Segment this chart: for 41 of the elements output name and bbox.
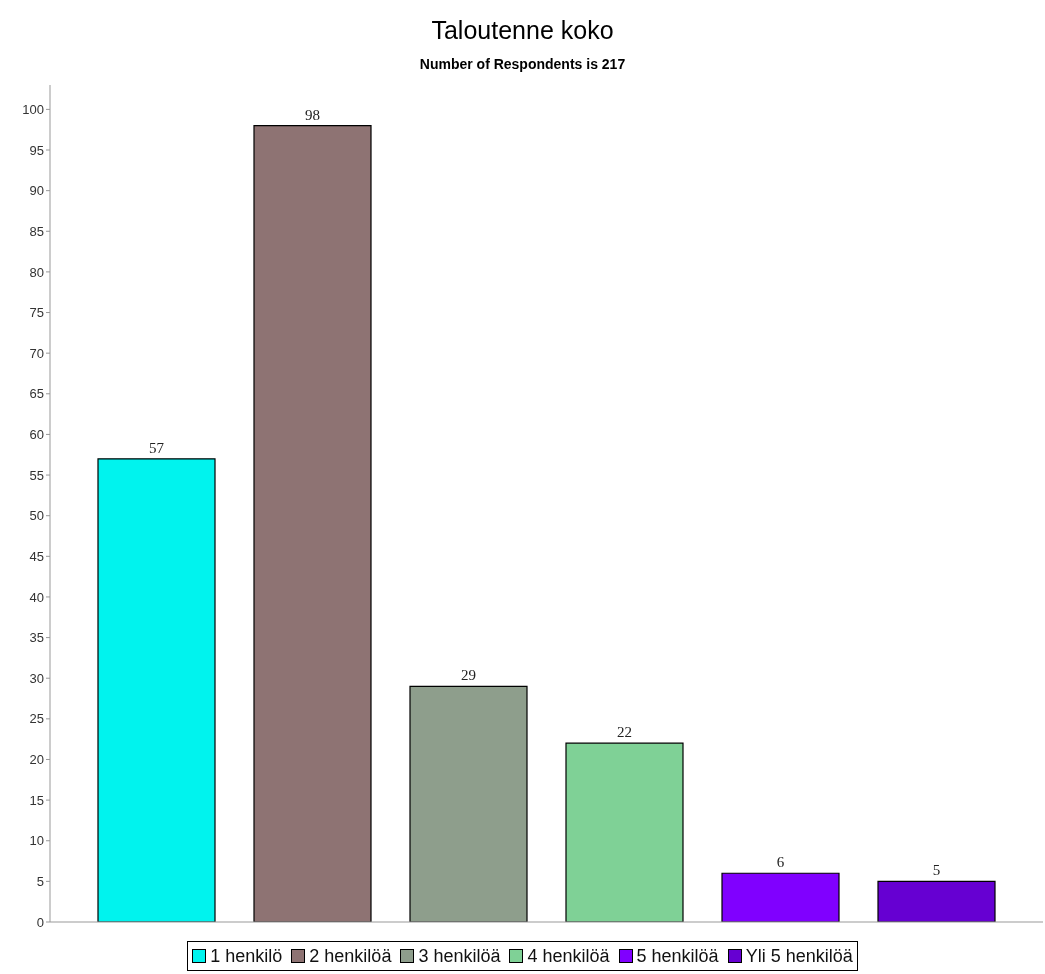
y-tick-label: 5 — [36, 873, 44, 889]
chart-title: Taloutenne koko — [430, 15, 615, 46]
y-tick-label: 10 — [29, 833, 44, 849]
data-label: 6 — [776, 854, 785, 871]
y-tick-label: 55 — [29, 467, 44, 483]
y-tick-label: 80 — [29, 264, 44, 280]
y-tick-label: 15 — [29, 792, 44, 808]
bar — [721, 872, 840, 922]
y-tick-label: 60 — [29, 427, 44, 443]
data-label: 98 — [305, 106, 320, 123]
bar — [877, 880, 996, 922]
bar — [565, 742, 684, 922]
legend-label: 4 henkilöä — [527, 946, 610, 966]
y-tick-label: 20 — [29, 752, 44, 768]
bar — [97, 458, 216, 922]
y-tick-label: 85 — [29, 223, 44, 239]
y-tick-label: 100 — [22, 101, 44, 117]
legend-label: 2 henkilöä — [309, 946, 392, 966]
y-tick-label: 0 — [36, 914, 44, 930]
y-tick-label: 30 — [29, 670, 44, 686]
legend-label: 1 henkilö — [210, 946, 283, 966]
data-label: 57 — [149, 439, 165, 456]
y-tick-label: 45 — [29, 548, 44, 564]
y-tick-label: 90 — [29, 183, 44, 199]
y-tick-label: 50 — [29, 508, 44, 524]
data-label: 29 — [461, 667, 476, 684]
legend-label: 3 henkilöä — [418, 946, 501, 966]
legend-label: Yli 5 henkilöä — [745, 946, 853, 966]
data-label: 5 — [932, 862, 941, 879]
chart-subtitle: Number of Respondents is 217 — [418, 55, 627, 73]
legend-label: 5 henkilöä — [636, 946, 719, 966]
y-tick-label: 40 — [29, 589, 44, 605]
y-tick-label: 35 — [29, 630, 44, 646]
data-label: 22 — [617, 724, 632, 741]
y-tick-label: 95 — [29, 142, 44, 158]
bar — [253, 125, 372, 922]
y-tick-label: 75 — [29, 305, 44, 321]
y-tick-label: 25 — [29, 711, 44, 727]
y-tick-label: 70 — [29, 345, 44, 361]
bar — [409, 685, 528, 922]
y-tick-label: 65 — [29, 386, 44, 402]
